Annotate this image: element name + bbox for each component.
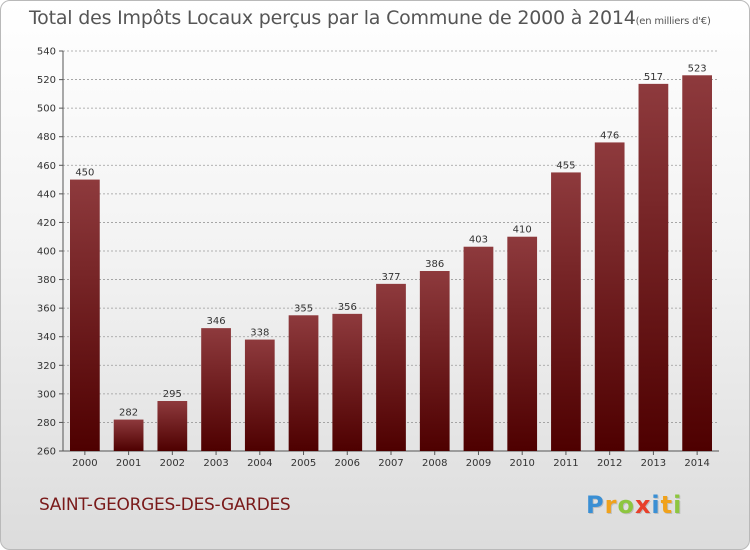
bar bbox=[244, 339, 275, 451]
bar bbox=[638, 83, 669, 451]
logo-letter: x bbox=[634, 491, 652, 519]
y-tick-label: 260 bbox=[37, 447, 56, 458]
title-text: Total des Impôts Locaux perçus par la Co… bbox=[29, 7, 636, 29]
data-label: 355 bbox=[294, 303, 313, 314]
y-tick-label: 380 bbox=[37, 275, 56, 286]
data-label: 346 bbox=[207, 316, 226, 327]
data-label: 455 bbox=[556, 160, 575, 171]
data-label: 338 bbox=[250, 328, 269, 339]
logo-letter: P bbox=[586, 491, 605, 519]
x-tick-label: 2007 bbox=[378, 458, 403, 469]
bar bbox=[113, 419, 144, 451]
y-tick-label: 500 bbox=[37, 104, 56, 115]
logo-letter: i bbox=[673, 491, 683, 519]
logo-letter: r bbox=[604, 491, 618, 519]
x-tick-label: 2013 bbox=[641, 458, 666, 469]
proxiti-logo[interactable]: Proxiti bbox=[586, 491, 682, 519]
y-tick-labels: 260 280 300 320 340 360 380 400 420 440 460 480 500 5… bbox=[37, 47, 56, 458]
y-tick-label: 440 bbox=[37, 189, 56, 200]
y-tick-label: 520 bbox=[37, 75, 56, 86]
x-tick-label: 2003 bbox=[203, 458, 228, 469]
y-tick-label: 360 bbox=[37, 304, 56, 315]
bar bbox=[507, 236, 538, 451]
bar bbox=[594, 142, 625, 451]
x-tick-label: 2011 bbox=[553, 458, 578, 469]
data-label: 450 bbox=[75, 168, 94, 179]
x-tick-label: 2001 bbox=[116, 458, 141, 469]
logo-letter: i bbox=[651, 491, 661, 519]
x-tick-label: 2008 bbox=[422, 458, 447, 469]
bar bbox=[201, 328, 231, 451]
x-tick-label: 2014 bbox=[684, 458, 709, 469]
y-tick-label: 300 bbox=[37, 389, 56, 400]
x-tick-label: 2005 bbox=[291, 458, 316, 469]
bar bbox=[463, 246, 494, 451]
y-tick-label: 400 bbox=[37, 247, 56, 258]
data-label: 386 bbox=[425, 259, 444, 270]
data-label: 476 bbox=[600, 130, 619, 141]
data-label: 523 bbox=[688, 63, 707, 74]
x-tick-label: 2009 bbox=[466, 458, 491, 469]
y-tick-label: 420 bbox=[37, 218, 56, 229]
data-label: 410 bbox=[513, 225, 532, 236]
x-tick-label: 2002 bbox=[160, 458, 185, 469]
bar bbox=[157, 401, 188, 451]
data-label: 356 bbox=[338, 302, 357, 313]
y-tick-label: 480 bbox=[37, 132, 56, 143]
data-label: 403 bbox=[469, 235, 488, 246]
unit-label: (en milliers d'€) bbox=[635, 16, 711, 27]
bar bbox=[682, 75, 713, 452]
x-tick-label: 2006 bbox=[335, 458, 360, 469]
y-tick-label: 340 bbox=[37, 332, 56, 343]
y-tick-label: 320 bbox=[37, 361, 56, 372]
bars bbox=[69, 75, 713, 452]
chart-title: Total des Impôts Locaux perçus par la Co… bbox=[29, 7, 711, 29]
data-label: 517 bbox=[644, 72, 663, 83]
data-label: 295 bbox=[163, 389, 182, 400]
y-tick-label: 540 bbox=[37, 47, 56, 58]
x-tick-label: 2010 bbox=[509, 458, 534, 469]
bar bbox=[288, 315, 319, 451]
bar bbox=[69, 179, 100, 452]
x-tick-label: 2000 bbox=[72, 458, 97, 469]
logo-letter: o bbox=[617, 491, 635, 519]
x-tick-label: 2004 bbox=[247, 458, 272, 469]
y-tick-label: 460 bbox=[37, 161, 56, 172]
data-label: 282 bbox=[119, 408, 138, 419]
x-tick-label: 2012 bbox=[597, 458, 622, 469]
data-labels: 450 282 295 346 338 355 356 377 386 403 410 455 476 5… bbox=[75, 63, 706, 418]
bar bbox=[376, 283, 406, 451]
bar bbox=[332, 313, 363, 451]
commune-name: SAINT-GEORGES-DES-GARDES bbox=[39, 495, 291, 515]
logo-letter: t bbox=[660, 491, 674, 519]
data-label: 377 bbox=[381, 272, 400, 283]
x-tick-labels: 2000 2001 2002 2003 2004 2005 2006 2007 2008 2009… bbox=[72, 451, 710, 469]
bar bbox=[551, 172, 581, 451]
y-tick-label: 280 bbox=[37, 418, 56, 429]
bar bbox=[419, 271, 450, 451]
